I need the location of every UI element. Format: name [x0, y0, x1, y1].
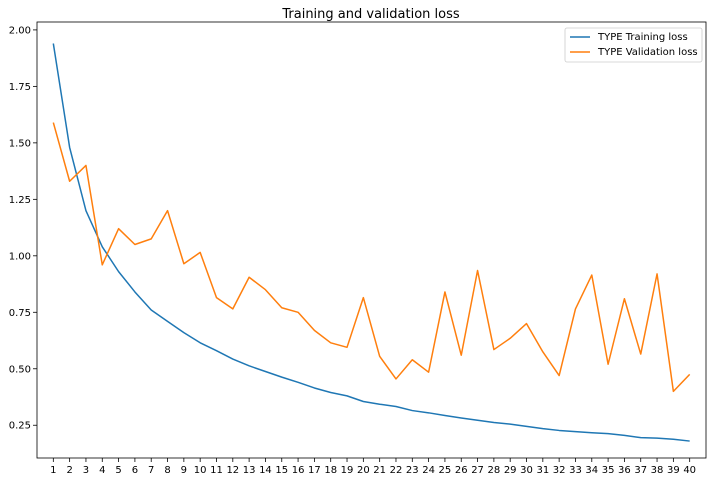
legend: TYPE Training loss TYPE Validation loss: [564, 27, 703, 63]
x-tick-label: 1: [50, 465, 56, 476]
x-tick-label: 4: [99, 465, 105, 476]
x-tick-label: 20: [357, 465, 370, 476]
series-lines: [52, 43, 691, 442]
x-tick-label: 12: [226, 465, 239, 476]
y-tick-label: 0.50: [9, 364, 31, 375]
x-tick-label: 5: [115, 465, 121, 476]
x-tick-label: 17: [308, 465, 321, 476]
x-tick-label: 37: [634, 465, 647, 476]
legend-training-label: TYPE Training loss: [597, 32, 688, 43]
validation-loss-line: [52, 122, 691, 393]
x-tick-label: 16: [292, 465, 305, 476]
y-axis: 0.25 0.50 0.75 1.00 1.25 1.50 1.75 2.00: [9, 25, 37, 432]
y-tick-label: 2.00: [9, 25, 31, 36]
y-tick-label: 0.75: [9, 308, 31, 319]
x-tick-label: 38: [651, 465, 664, 476]
x-tick-label: 8: [164, 465, 170, 476]
x-tick-label: 36: [618, 465, 631, 476]
x-tick-label: 26: [455, 465, 468, 476]
x-tick-label: 23: [406, 465, 419, 476]
x-tick-label: 22: [390, 465, 403, 476]
y-tick-label: 1.00: [9, 251, 31, 262]
x-tick-label: 18: [324, 465, 337, 476]
x-tick-label: 3: [83, 465, 89, 476]
x-tick-label: 30: [520, 465, 533, 476]
x-tick-label: 29: [504, 465, 517, 476]
x-tick-label: 25: [439, 465, 452, 476]
x-tick-label: 6: [132, 465, 138, 476]
x-tick-label: 33: [569, 465, 582, 476]
axes-frame: [36, 21, 707, 459]
x-tick-label: 35: [602, 465, 615, 476]
y-tick-label: 1.25: [9, 195, 31, 206]
legend-validation-label: TYPE Validation loss: [597, 47, 698, 58]
training-loss-line: [52, 43, 690, 442]
x-tick-label: 2: [66, 465, 72, 476]
y-tick-label: 0.25: [9, 421, 31, 432]
x-tick-label: 19: [341, 465, 354, 476]
x-tick-label: 34: [585, 465, 598, 476]
x-tick-label: 11: [210, 465, 223, 476]
x-tick-label: 39: [667, 465, 680, 476]
x-tick-label: 40: [683, 465, 696, 476]
x-tick-label: 21: [373, 465, 386, 476]
x-tick-label: 9: [181, 465, 187, 476]
x-tick-label: 15: [275, 465, 288, 476]
x-tick-label: 27: [471, 465, 484, 476]
x-tick-label: 7: [148, 465, 154, 476]
x-tick-label: 10: [194, 465, 207, 476]
y-tick-label: 1.75: [9, 82, 31, 93]
x-tick-label: 32: [553, 465, 566, 476]
x-tick-label: 13: [243, 465, 256, 476]
x-tick-label: 28: [488, 465, 501, 476]
chart-title: Training and validation loss: [281, 7, 459, 22]
x-tick-label: 24: [422, 465, 435, 476]
legend-box: [564, 27, 703, 63]
x-tick-label: 31: [536, 465, 549, 476]
y-tick-label: 1.50: [9, 138, 31, 149]
x-tick-label: 14: [259, 465, 272, 476]
x-axis: 1 2 3 4 5 6 7 8 9 10 11 12 13 14 15 16 17 18 19 20 21 22 23 24 2…: [50, 458, 696, 476]
